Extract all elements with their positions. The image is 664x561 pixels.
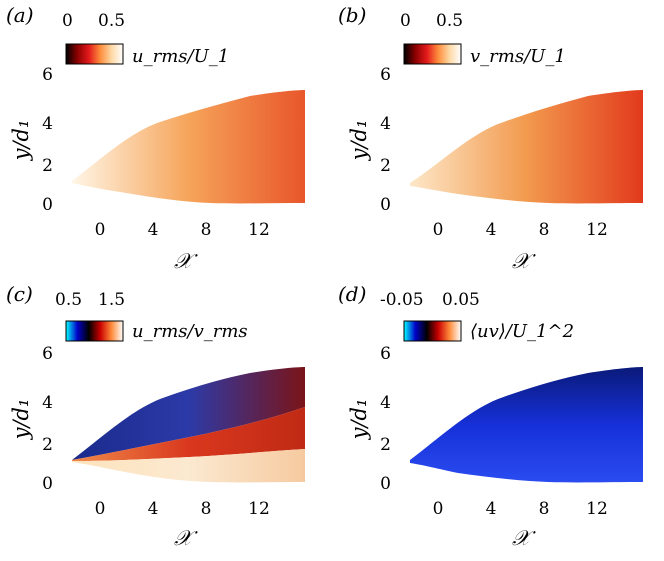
colorbar-tick-max: 1.5 [98,290,125,310]
y-tick-label: 4 [380,114,391,134]
x-axis: 0 4 8 12 𝒳 [95,220,270,273]
colorbar-label: u_rms/U_1 [132,46,229,67]
y-axis-label: y/d₁ [347,399,371,441]
colorbar-tick-min: 0.5 [55,290,82,310]
x-tick-label: 4 [148,220,159,240]
y-tick-label: 0 [380,474,391,494]
y-tick-label: 6 [380,344,391,364]
panel-b: (b) 0 0.5 v_rms/U_1 y/d₁ 0 2 4 6 0 4 8 1… [338,3,643,273]
x-axis: 0 4 8 12 𝒳 [433,220,608,273]
colorbar-tick-min: 0 [400,11,411,31]
y-tick-label: 4 [380,393,391,413]
y-axis: y/d₁ 0 2 4 6 [347,344,391,494]
y-tick-label: 0 [380,195,391,215]
plot-area [72,90,305,204]
x-axis: 0 4 8 12 𝒳 [95,499,270,550]
colorbar-tick-max: 0.5 [98,11,125,31]
field-region [410,367,643,483]
field-shear-band [72,407,305,461]
y-tick-label: 2 [42,435,53,455]
x-tick-label: 0 [95,499,106,519]
colorbar-tick-max: 0.5 [436,11,463,31]
colorbar-label: v_rms/U_1 [470,46,566,67]
colorbar-tick-max: 0.05 [442,290,480,310]
colorbar-tick-min: -0.05 [380,290,424,310]
plot-area [72,367,305,483]
field-region [72,90,305,204]
x-tick-label: 0 [95,220,106,240]
x-axis-label: 𝒳 [512,526,536,550]
y-tick-label: 6 [42,344,53,364]
y-axis-label: y/d₁ [9,120,33,162]
colorbar-label: ⟨uv⟩/U_1^2 [470,321,574,342]
y-axis-label: y/d₁ [347,120,371,162]
colorbar [65,43,124,65]
x-axis-label: 𝒳 [512,249,536,273]
colorbar [65,320,124,342]
panel-d: (d) -0.05 0.05 ⟨uv⟩/U_1^2 y/d₁ 0 2 4 6 0… [338,282,643,550]
y-tick-label: 0 [42,195,53,215]
x-axis-label: 𝒳 [174,249,198,273]
x-tick-label: 0 [433,220,444,240]
panel-label: (d) [338,282,366,306]
x-tick-label: 8 [539,220,550,240]
y-tick-label: 2 [380,435,391,455]
x-tick-label: 0 [433,499,444,519]
colorbar-label: u_rms/v_rms [132,321,248,342]
x-tick-label: 12 [586,220,608,240]
colorbar [403,320,462,342]
y-axis-label: y/d₁ [9,399,33,441]
panel-label: (c) [6,282,33,306]
x-tick-label: 12 [248,220,270,240]
x-tick-label: 12 [586,499,608,519]
x-tick-label: 12 [248,499,270,519]
y-tick-label: 6 [42,65,53,85]
x-tick-label: 4 [486,220,497,240]
y-tick-label: 2 [380,156,391,176]
panel-label: (a) [6,3,34,27]
field-upper-band [72,367,305,460]
x-tick-label: 8 [201,499,212,519]
y-axis: y/d₁ 0 2 4 6 [347,65,391,215]
y-tick-label: 0 [42,474,53,494]
x-tick-label: 4 [148,499,159,519]
y-tick-label: 4 [42,393,53,413]
y-tick-label: 6 [380,65,391,85]
x-axis-label: 𝒳 [174,526,198,550]
plot-area [410,90,643,204]
y-tick-label: 2 [42,156,53,176]
y-axis: y/d₁ 0 2 4 6 [9,65,53,215]
x-tick-label: 8 [201,220,212,240]
y-axis: y/d₁ 0 2 4 6 [9,344,53,494]
x-tick-label: 4 [486,499,497,519]
field-core [72,449,305,483]
panel-c: (c) 0.5 1.5 u_rms/v_rms y/d₁ 0 2 4 6 0 4… [6,282,305,550]
x-axis: 0 4 8 12 𝒳 [433,499,608,550]
y-tick-label: 4 [42,114,53,134]
field-region [410,90,643,204]
colorbar [403,43,462,65]
colorbar-tick-min: 0 [62,11,73,31]
panel-label: (b) [338,3,366,27]
panel-a: (a) 0 0.5 u_rms/U_1 y/d₁ 0 2 4 6 0 4 8 1… [6,3,305,273]
plot-area [410,367,643,483]
x-tick-label: 8 [539,499,550,519]
